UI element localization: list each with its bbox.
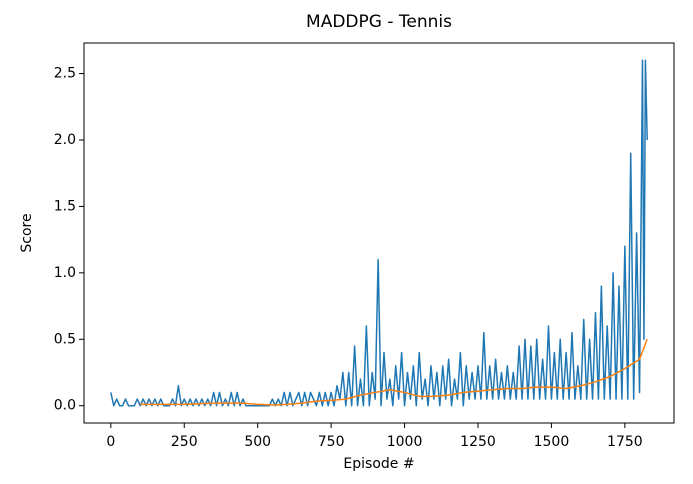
y-tick-label: 2.0 bbox=[54, 132, 76, 148]
x-tick-label: 250 bbox=[171, 434, 198, 450]
chart-title: MADDPG - Tennis bbox=[306, 12, 452, 32]
y-tick-label: 2.5 bbox=[54, 66, 76, 82]
series-line bbox=[140, 339, 648, 406]
y-tick-label: 1.0 bbox=[54, 265, 76, 281]
plot-frame bbox=[83, 42, 675, 424]
y-axis-label: Score bbox=[19, 213, 35, 252]
x-tick-label: 1500 bbox=[534, 434, 570, 450]
x-tick-label: 500 bbox=[244, 434, 271, 450]
x-axis-label: Episode # bbox=[343, 456, 414, 472]
y-tick-label: 0.5 bbox=[54, 331, 76, 347]
series-line bbox=[110, 59, 648, 407]
x-tick-label: 1000 bbox=[387, 434, 423, 450]
y-tick-label: 0.0 bbox=[54, 398, 76, 414]
x-tick-label: 0 bbox=[106, 434, 115, 450]
x-tick-label: 750 bbox=[318, 434, 345, 450]
y-tick-label: 1.5 bbox=[54, 198, 76, 214]
x-tick-label: 1250 bbox=[460, 434, 496, 450]
x-tick-label: 1750 bbox=[607, 434, 643, 450]
